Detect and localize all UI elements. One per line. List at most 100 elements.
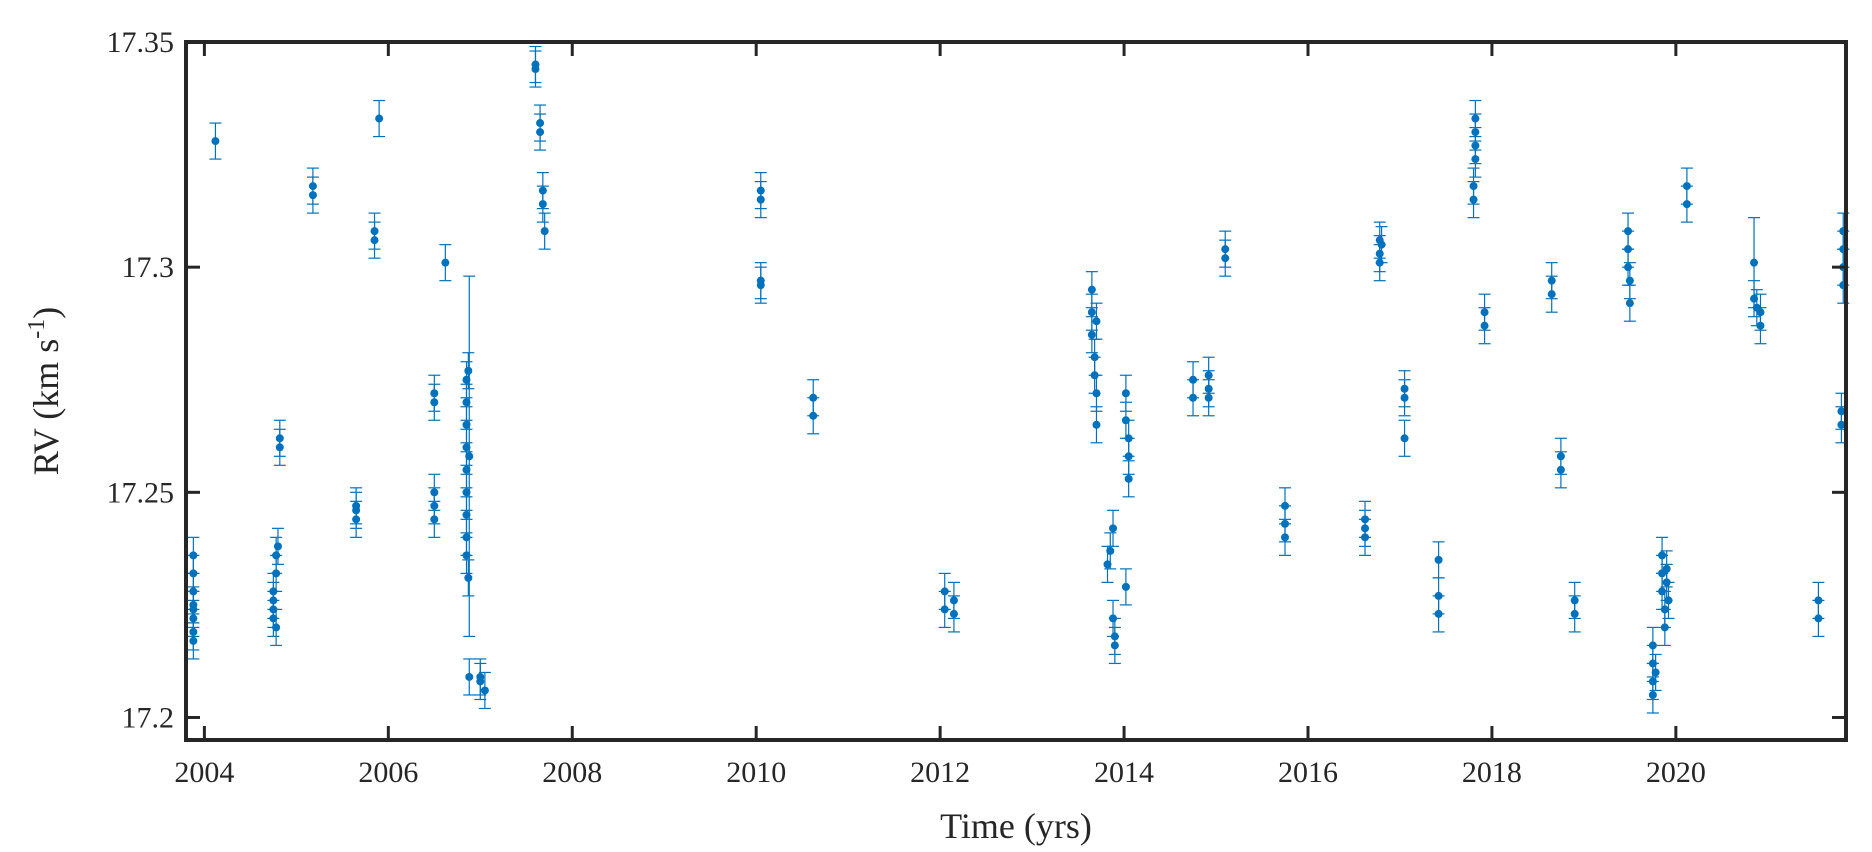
data-point [1434, 555, 1443, 564]
data-points [189, 60, 1848, 699]
data-point [1648, 677, 1657, 686]
data-point [1204, 371, 1213, 380]
data-point [211, 137, 220, 146]
x-tick-label: 2004 [174, 756, 234, 789]
data-point [352, 515, 361, 524]
data-point [352, 501, 361, 510]
y-axis-label-exponent: -1 [24, 319, 50, 339]
data-point [1281, 501, 1290, 510]
data-point [1750, 258, 1759, 267]
data-point [1090, 371, 1099, 380]
data-point [430, 488, 439, 497]
x-tick-label: 2012 [910, 756, 970, 789]
data-point [370, 227, 379, 236]
data-point [1400, 384, 1409, 393]
data-point [462, 398, 471, 407]
data-point [1547, 276, 1556, 285]
data-point [462, 488, 471, 497]
data-point [1361, 524, 1370, 533]
y-axis-label: RV (km s-1) [24, 307, 66, 475]
data-point [430, 515, 439, 524]
data-point [1124, 452, 1133, 461]
data-point [462, 375, 471, 384]
data-point [1837, 420, 1846, 429]
data-point [1648, 690, 1657, 699]
data-point [1121, 416, 1130, 425]
data-point [1662, 564, 1671, 573]
data-point [536, 128, 545, 137]
data-point [1651, 668, 1660, 677]
y-axis-ticks: 17.2 17.25 17.3 17.35 [107, 26, 1846, 734]
data-point [1756, 321, 1765, 330]
data-point [480, 686, 489, 695]
data-point [308, 182, 317, 191]
data-point [949, 609, 958, 618]
data-point [1624, 245, 1633, 254]
data-point [538, 200, 547, 209]
x-tick-label: 2008 [542, 756, 602, 789]
data-point [1281, 533, 1290, 542]
data-point [1480, 308, 1489, 317]
data-point [1434, 609, 1443, 618]
data-point [1434, 591, 1443, 600]
data-point [441, 258, 450, 267]
data-point [189, 587, 198, 596]
data-point [1087, 308, 1096, 317]
x-tick-label: 2020 [1646, 756, 1706, 789]
data-point [756, 195, 765, 204]
data-point [1375, 258, 1384, 267]
y-axis-label-main: RV (km s [26, 339, 66, 475]
data-point [462, 420, 471, 429]
data-point [1660, 623, 1669, 632]
data-point [1124, 474, 1133, 483]
data-point [269, 614, 278, 623]
data-point [375, 114, 384, 123]
data-point [949, 596, 958, 605]
error-bars [187, 45, 1850, 714]
data-point [809, 411, 818, 420]
data-point [1110, 632, 1119, 641]
data-point [1658, 551, 1667, 560]
data-point [1090, 353, 1099, 362]
data-point [531, 65, 540, 74]
data-point [189, 614, 198, 623]
data-point [465, 452, 474, 461]
data-point [940, 587, 949, 596]
data-point [272, 569, 281, 578]
data-point [269, 605, 278, 614]
data-point [1400, 393, 1409, 402]
data-point [189, 551, 198, 560]
data-point [272, 623, 281, 632]
data-point [756, 281, 765, 290]
data-point [1121, 582, 1130, 591]
data-point [462, 551, 471, 560]
data-point [1814, 596, 1823, 605]
data-point [1092, 317, 1101, 326]
data-point [1103, 560, 1112, 569]
data-point [1750, 294, 1759, 303]
data-point [1682, 182, 1691, 191]
x-axis-label: Time (yrs) [940, 806, 1092, 846]
y-tick-label: 17.35 [107, 26, 175, 59]
data-point [1662, 578, 1671, 587]
data-point [476, 677, 485, 686]
data-point [1756, 308, 1765, 317]
data-point [1471, 114, 1480, 123]
data-point [1837, 407, 1846, 416]
data-point [464, 573, 473, 582]
data-point [538, 186, 547, 195]
data-point [1221, 245, 1230, 254]
data-point [540, 227, 549, 236]
data-point [1469, 195, 1478, 204]
data-point [1109, 614, 1118, 623]
data-point [1556, 452, 1565, 461]
data-point [269, 587, 278, 596]
y-tick-label: 17.25 [107, 476, 175, 509]
data-point [1471, 155, 1480, 164]
data-point [430, 389, 439, 398]
data-point [1624, 263, 1633, 272]
data-point [272, 551, 281, 560]
data-point [1189, 375, 1198, 384]
data-point [1221, 254, 1230, 263]
data-point [1624, 227, 1633, 236]
